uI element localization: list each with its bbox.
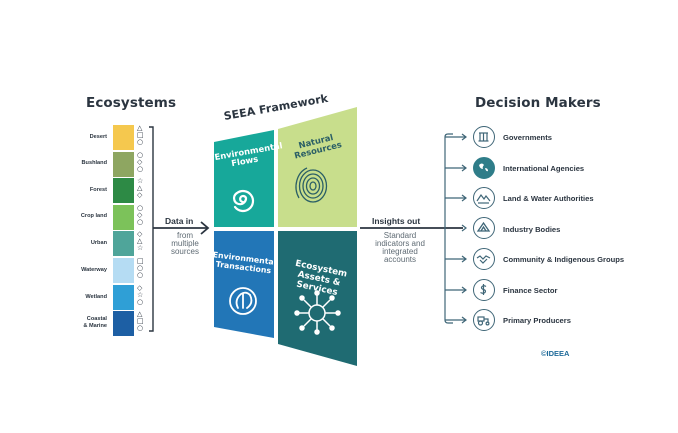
waterway-symbols: □ ○ ○ xyxy=(137,257,144,279)
decision-maker-community: Community & Indigenous Groups xyxy=(503,255,625,264)
coastal-symbols: △ □ ○ xyxy=(137,310,144,332)
ecosystem-label-waterway: Waterway xyxy=(81,267,107,273)
ecosystem-swatch xyxy=(113,285,134,310)
quadrant-environmental-flows xyxy=(214,130,274,227)
recycle-icon xyxy=(229,287,257,315)
ecosystem-swatch xyxy=(113,231,134,256)
desert-symbols: △ □ ○ xyxy=(137,124,144,146)
data-in-subtitle: from multiple sources xyxy=(170,231,199,256)
dollar-icon xyxy=(473,279,495,301)
ecosystem-label-crop-land: Crop land xyxy=(80,213,107,219)
decision-maker-finance-sector: Finance Sector xyxy=(503,286,558,295)
data-in-title: Data in xyxy=(165,216,194,226)
tractor-icon xyxy=(473,309,495,331)
ecosystem-label-bushland: Bushland xyxy=(81,160,107,166)
decision-maker-land-water: Land & Water Authorities xyxy=(503,194,594,203)
ecosystem-label-coastal-marine: Coastal & Marine xyxy=(47,316,107,329)
ecosystem-swatch xyxy=(113,205,134,230)
urban-symbols: ◇ △ ☆ xyxy=(137,230,144,252)
credit-label: ©IDEEA xyxy=(541,349,570,358)
landscape-icon xyxy=(473,187,495,209)
ecosystem-swatch xyxy=(113,125,134,150)
ecosystem-swatch xyxy=(113,258,134,283)
decision-maker-governments: Governments xyxy=(503,133,552,142)
decision-maker-international-agencies: International Agencies xyxy=(503,164,585,173)
network-icon xyxy=(294,290,341,335)
ecosystem-swatch xyxy=(113,152,134,177)
quadrant-natural-resources xyxy=(278,107,357,227)
decision-maker-industry-bodies: Industry Bodies xyxy=(503,225,561,234)
spiral-icon xyxy=(232,189,255,213)
bushland-symbols: ○ ◇ ○ xyxy=(137,151,144,173)
cropland-symbols: ○ ◇ ○ xyxy=(137,204,144,226)
fingerprint-icon xyxy=(295,167,328,203)
column-icon xyxy=(473,126,495,148)
coastal-label-text: Coastal & Marine xyxy=(83,316,107,329)
decision-maker-primary-producers: Primary Producers xyxy=(503,316,571,325)
forest-symbols: ☆ △ ◇ xyxy=(137,177,144,199)
quadrant-environmental-transactions xyxy=(214,231,274,338)
decision-makers-title: Decision Makers xyxy=(475,95,601,111)
wetland-symbols: ◇ ☆ ○ xyxy=(137,284,144,306)
insights-out-title: Insights out xyxy=(372,216,421,226)
ecosystem-swatch xyxy=(113,311,134,336)
ecosystems-title: Ecosystems xyxy=(86,95,177,111)
ecosystem-label-wetland: Wetland xyxy=(85,294,107,300)
ecosystem-swatch xyxy=(113,178,134,203)
ecosystem-label-forest: Forest xyxy=(89,187,107,193)
insights-out-subtitle: Standard indicators and integrated accou… xyxy=(375,231,425,264)
globe-icon xyxy=(473,157,495,179)
ecosystem-label-urban: Urban xyxy=(90,240,107,246)
handshake-icon xyxy=(473,248,495,270)
ecosystem-label-desert: Desert xyxy=(89,134,107,140)
triangle-icon xyxy=(473,217,495,239)
